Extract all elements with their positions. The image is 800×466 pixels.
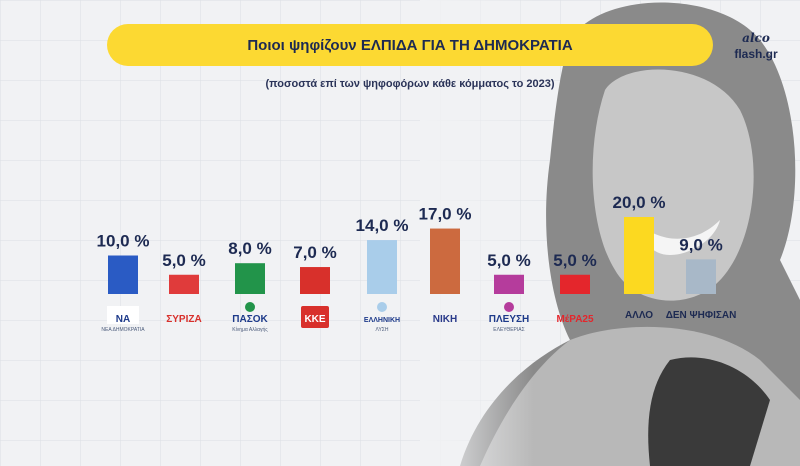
svg-text:ΕΛΛΗΝΙΚΗ: ΕΛΛΗΝΙΚΗ (364, 317, 400, 324)
data-label-1: 10,0 % (97, 232, 150, 251)
data-label-5: 14,0 % (356, 216, 409, 235)
chart-title: Ποιοι ψηφίζουν ΕΛΠΙΔΑ ΓΙΑ ΤΗ ΔΗΜΟΚΡΑΤΙΑ (247, 36, 573, 54)
data-label-2: 5,0 % (162, 251, 205, 270)
svg-text:ΑΛΛΟ: ΑΛΛΟ (625, 310, 653, 321)
svg-text:ΚΚΕ: ΚΚΕ (304, 314, 325, 325)
bar-8 (560, 274, 590, 294)
svg-text:Κίνημα Αλλαγής: Κίνημα Αλλαγής (232, 326, 268, 333)
brand-line1: alco (742, 31, 770, 45)
brand-logo: alco flash.gr (726, 30, 786, 62)
niki-logo-icon: ΝΙΚΗ (433, 314, 457, 325)
syriza-logo-icon: ΣΥΡΙΖΑ (166, 314, 201, 325)
bar-6 (430, 228, 460, 294)
elliniki-lysi-logo-icon: ΕΛΛΗΝΙΚΗ ΛΥΣΗ (364, 302, 400, 333)
data-label-8: 5,0 % (553, 251, 596, 270)
mera25-logo-icon: ΜέΡΑ25 (556, 314, 594, 325)
data-label-3: 8,0 % (228, 239, 271, 258)
bar-3 (235, 263, 265, 294)
nd-logo-icon: ΝΑ ΝΕΑ ΔΗΜΟΚΡΑΤΙΑ (101, 306, 145, 333)
svg-text:ΝΙΚΗ: ΝΙΚΗ (433, 314, 457, 325)
svg-text:ΕΛΕΥΘΕΡΙΑΣ: ΕΛΕΥΘΕΡΙΑΣ (493, 327, 524, 333)
category-label-10: ΔΕΝ ΨΗΦΙΣΑΝ (666, 310, 737, 321)
bar-7 (494, 274, 524, 294)
svg-text:ΜέΡΑ25: ΜέΡΑ25 (556, 314, 594, 325)
brand-line2: flash.gr (734, 47, 778, 61)
bar-1 (108, 255, 138, 294)
svg-text:ΔΕΝ ΨΗΦΙΣΑΝ: ΔΕΝ ΨΗΦΙΣΑΝ (666, 310, 737, 321)
bar-10 (686, 259, 716, 294)
title-banner: Ποιοι ψηφίζουν ΕΛΠΙΔΑ ΓΙΑ ΤΗ ΔΗΜΟΚΡΑΤΙΑ (107, 24, 713, 66)
kke-logo-icon: ΚΚΕ (301, 306, 329, 328)
svg-text:ΠΑΣΟΚ: ΠΑΣΟΚ (232, 314, 268, 325)
svg-text:ΠΛΕΥΣΗ: ΠΛΕΥΣΗ (489, 314, 529, 325)
bar-2 (169, 274, 199, 294)
data-label-4: 7,0 % (293, 243, 336, 262)
data-label-9: 20,0 % (613, 193, 666, 212)
chart-subtitle: (ποσοστά επί των ψηφοφόρων κάθε κόμματος… (265, 78, 555, 90)
data-label-6: 17,0 % (419, 205, 472, 224)
plefsi-logo-icon: ΠΛΕΥΣΗ ΕΛΕΥΘΕΡΙΑΣ (489, 302, 529, 333)
bar-9 (624, 217, 654, 294)
svg-text:ΣΥΡΙΖΑ: ΣΥΡΙΖΑ (166, 314, 201, 325)
data-label-7: 5,0 % (487, 251, 530, 270)
svg-text:ΛΥΣΗ: ΛΥΣΗ (375, 327, 388, 333)
data-label-10: 9,0 % (679, 235, 722, 254)
svg-text:ΝΑ: ΝΑ (116, 314, 130, 325)
category-label-9: ΑΛΛΟ (625, 310, 653, 321)
bar-4 (300, 267, 330, 294)
bar-5 (367, 240, 397, 294)
svg-text:ΝΕΑ ΔΗΜΟΚΡΑΤΙΑ: ΝΕΑ ΔΗΜΟΚΡΑΤΙΑ (101, 327, 145, 333)
